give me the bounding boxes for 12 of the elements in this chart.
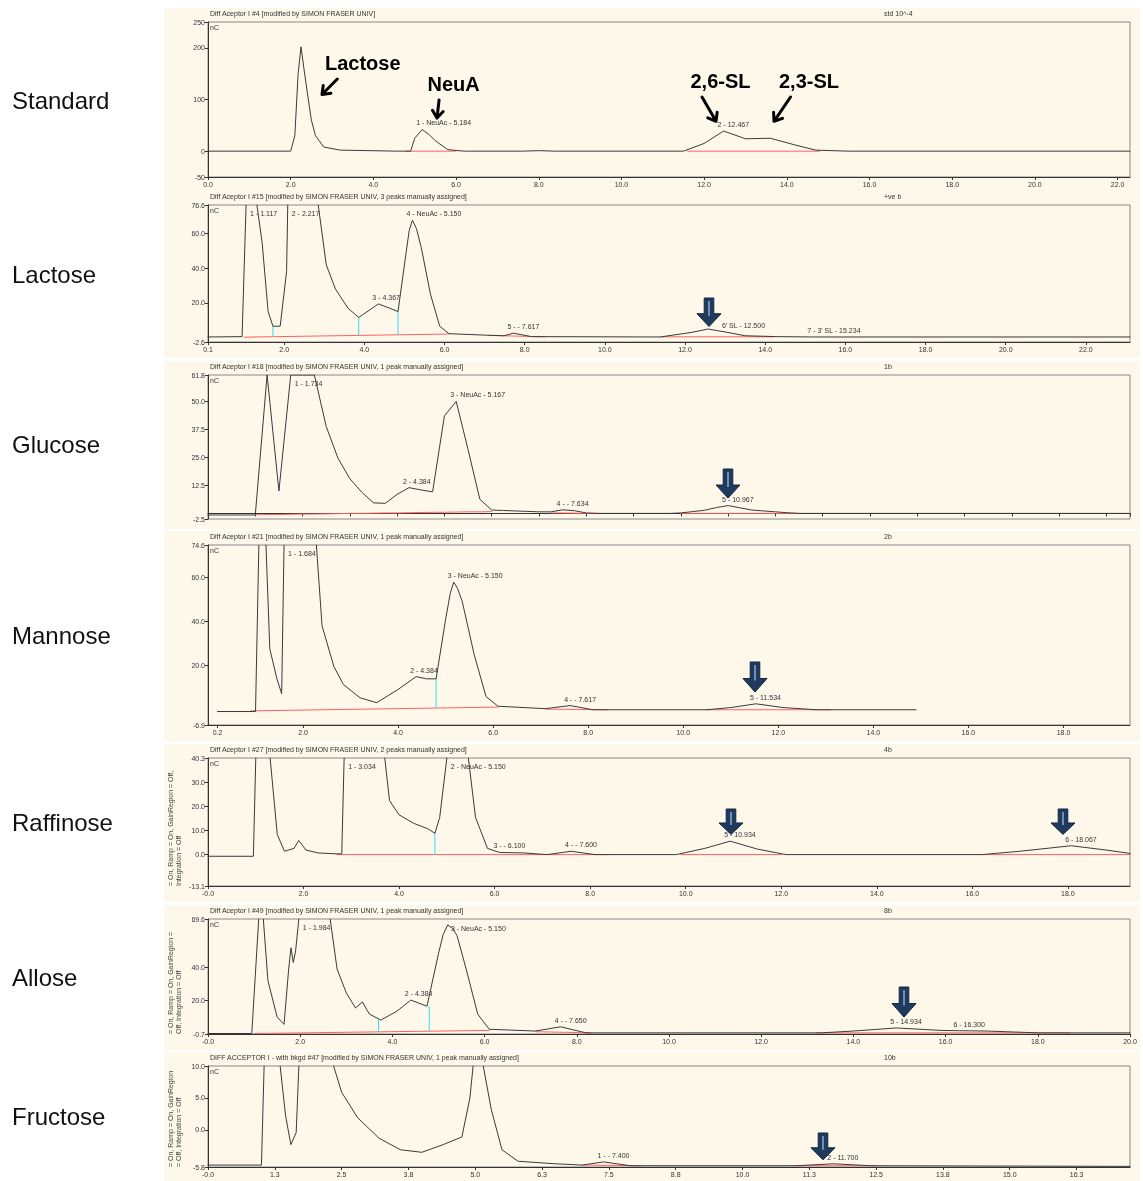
annotation: 2,6-SL <box>690 69 751 92</box>
text: Standard <box>12 86 110 115</box>
annotation: Lactose <box>325 51 401 74</box>
text: Raffinose <box>12 809 113 837</box>
text: Mannose <box>12 622 111 650</box>
text: Lactose <box>12 260 97 289</box>
text: Allose <box>12 963 78 992</box>
annotation: NeuA <box>427 73 480 96</box>
annotation: 2,3-SL <box>778 69 839 92</box>
text: Glucose <box>12 431 101 459</box>
line-series <box>207 374 1131 516</box>
text: Fructose <box>12 1102 106 1131</box>
